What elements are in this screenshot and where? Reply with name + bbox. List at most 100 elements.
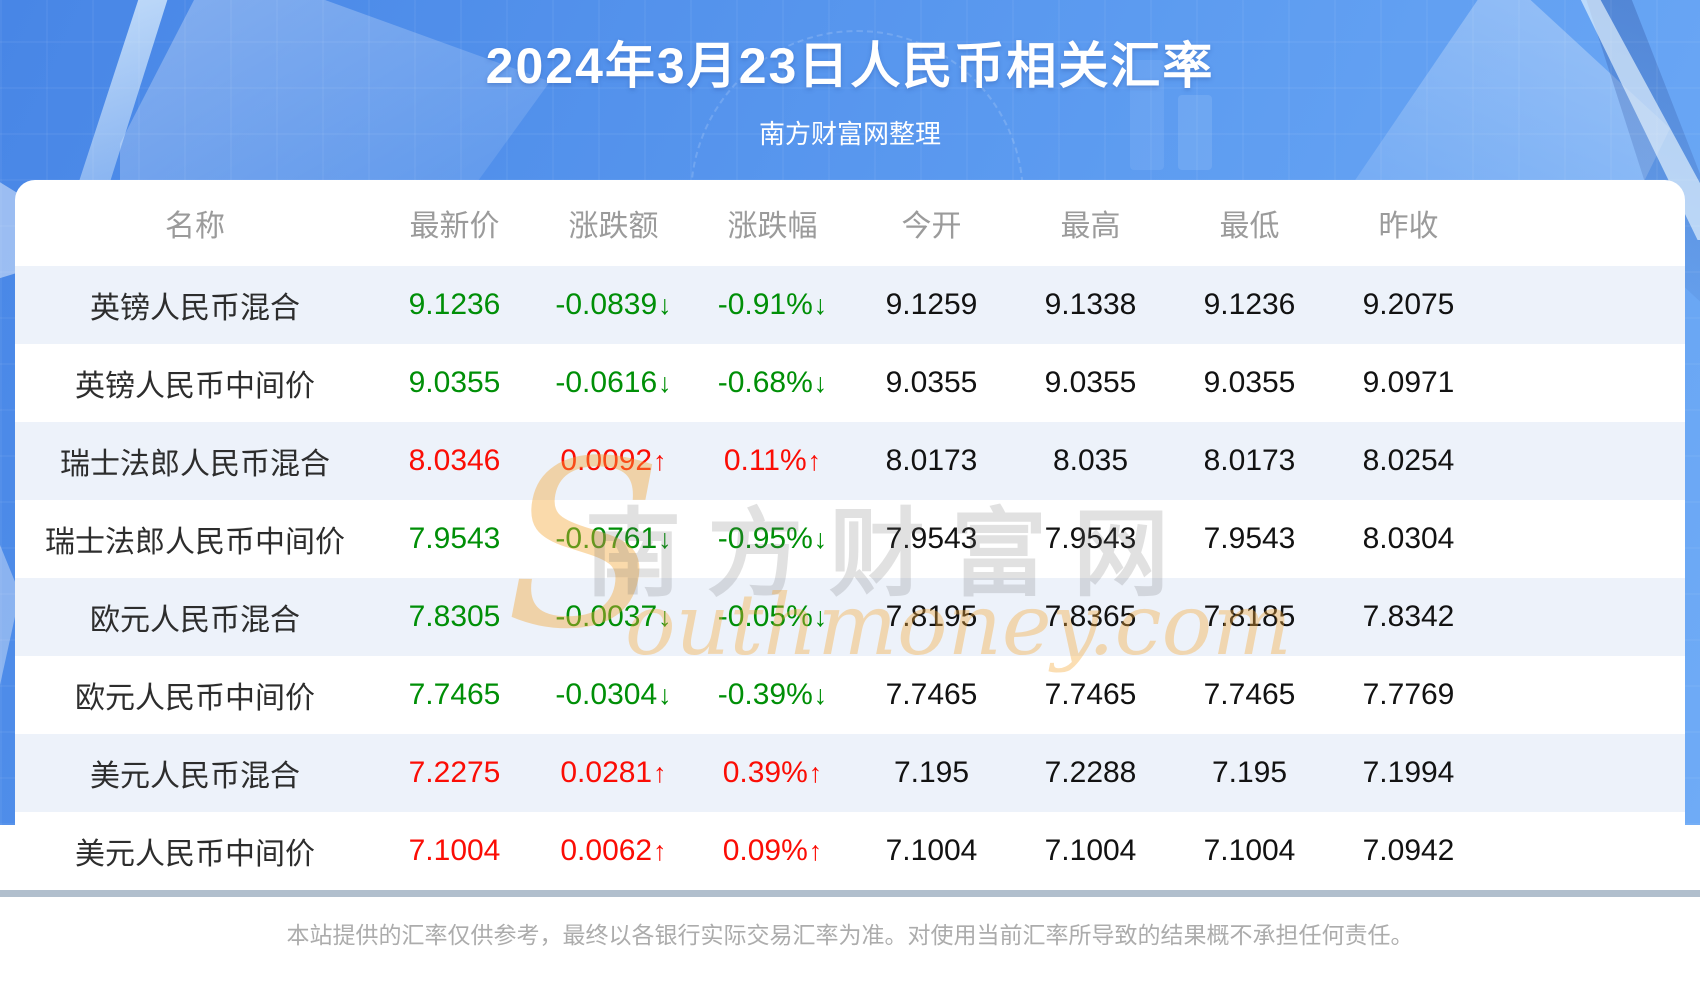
cell-low-price: 7.7465	[1203, 678, 1296, 711]
trend-arrow-icon: ↓	[658, 680, 672, 710]
cell-change-percent: 0.39%↑	[693, 756, 852, 790]
trend-arrow-icon: ↓	[813, 290, 828, 320]
trend-arrow-icon: ↓	[813, 680, 828, 710]
cell-change-percent: -0.39%↓	[693, 678, 852, 712]
change-percent-value: -0.39%	[717, 678, 813, 711]
cell-open-price: 9.1259	[885, 288, 978, 321]
cell-change-amount: -0.0304↓	[534, 678, 693, 712]
change-amount-value: 0.0062	[560, 834, 653, 867]
cell-low-price: 9.1236	[1203, 288, 1296, 321]
table-row: 英镑人民币中间价 9.0355 -0.0616↓ -0.68%↓ 9.0355 …	[15, 344, 1685, 422]
cell-change-percent: -0.68%↓	[693, 366, 852, 400]
change-percent-value: -0.68%	[717, 366, 813, 399]
trend-arrow-icon: ↑	[653, 758, 667, 788]
cell-change-percent: 0.11%↑	[693, 444, 852, 478]
currency-pair-name: 美元人民币中间价	[75, 838, 315, 871]
column-header-low: 最低	[1219, 210, 1280, 243]
cell-open-price: 9.0355	[885, 366, 978, 399]
trend-arrow-icon: ↓	[658, 290, 672, 320]
cell-open-price: 7.9543	[885, 522, 978, 555]
table-row: 欧元人民币混合 7.8305 -0.0037↓ -0.05%↓ 7.8195 7…	[15, 578, 1685, 656]
trend-arrow-icon: ↑	[808, 836, 823, 866]
cell-latest-price: 7.8305	[408, 600, 501, 633]
table-row: 欧元人民币中间价 7.7465 -0.0304↓ -0.39%↓ 7.7465 …	[15, 656, 1685, 734]
table-row: 英镑人民币混合 9.1236 -0.0839↓ -0.91%↓ 9.1259 9…	[15, 266, 1685, 344]
table-header-row: 名称 最新价 涨跌额 涨跌幅 今开 最高 最低 昨收	[15, 180, 1685, 266]
change-percent-value: 0.39%	[722, 756, 808, 789]
page-subtitle: 南方财富网整理	[758, 119, 941, 149]
column-header-high: 最高	[1060, 210, 1121, 243]
table-row: 美元人民币混合 7.2275 0.0281↑ 0.39%↑ 7.195 7.22…	[15, 734, 1685, 812]
trend-arrow-icon: ↑	[653, 836, 667, 866]
cell-change-percent: -0.91%↓	[693, 288, 852, 322]
ghost-bar-decoration	[1130, 60, 1164, 170]
cell-low-price: 7.8185	[1203, 600, 1296, 633]
column-header-open: 今开	[901, 210, 962, 243]
cell-prev-close: 9.0971	[1362, 366, 1455, 399]
change-amount-value: -0.0037	[555, 600, 658, 633]
cell-prev-close: 7.7769	[1362, 678, 1455, 711]
cell-open-price: 7.7465	[885, 678, 978, 711]
cell-high-price: 9.1338	[1044, 288, 1137, 321]
cell-prev-close: 7.1994	[1362, 756, 1455, 789]
cell-high-price: 8.035	[1052, 444, 1129, 477]
cell-latest-price: 7.7465	[408, 678, 501, 711]
column-header-change-pct: 涨跌幅	[727, 210, 818, 243]
trend-arrow-icon: ↓	[813, 602, 828, 632]
cell-change-percent: 0.09%↑	[693, 834, 852, 868]
cell-open-price: 8.0173	[885, 444, 978, 477]
rates-table-card: 名称 最新价 涨跌额 涨跌幅 今开 最高 最低 昨收 英镑人民币混合 9.123…	[15, 180, 1685, 890]
cell-change-amount: 0.0092↑	[534, 444, 693, 478]
change-amount-value: -0.0761	[555, 522, 658, 555]
trend-arrow-icon: ↑	[653, 446, 667, 476]
cell-open-price: 7.195	[893, 756, 970, 789]
currency-pair-name: 瑞士法郎人民币中间价	[45, 526, 345, 559]
cell-low-price: 8.0173	[1203, 444, 1296, 477]
cell-open-price: 7.8195	[885, 600, 978, 633]
trend-arrow-icon: ↑	[807, 446, 822, 476]
currency-pair-name: 欧元人民币中间价	[75, 682, 315, 715]
cell-change-percent: -0.95%↓	[693, 522, 852, 556]
change-percent-value: -0.95%	[717, 522, 813, 555]
cell-latest-price: 7.2275	[408, 756, 501, 789]
change-amount-value: 0.0281	[560, 756, 653, 789]
cell-change-amount: -0.0839↓	[534, 288, 693, 322]
cell-high-price: 7.2288	[1044, 756, 1137, 789]
cell-prev-close: 9.2075	[1362, 288, 1455, 321]
currency-pair-name: 美元人民币混合	[90, 760, 300, 793]
cell-high-price: 9.0355	[1044, 366, 1137, 399]
cell-prev-close: 8.0254	[1362, 444, 1455, 477]
cell-change-amount: -0.0037↓	[534, 600, 693, 634]
table-row: 瑞士法郎人民币混合 8.0346 0.0092↑ 0.11%↑ 8.0173 8…	[15, 422, 1685, 500]
cell-prev-close: 8.0304	[1362, 522, 1455, 555]
footer-divider-line	[0, 890, 1700, 897]
trend-arrow-icon: ↑	[808, 758, 823, 788]
cell-low-price: 7.9543	[1203, 522, 1296, 555]
cell-low-price: 7.1004	[1203, 834, 1296, 867]
change-percent-value: -0.05%	[717, 600, 813, 633]
column-header-latest: 最新价	[409, 210, 500, 243]
change-amount-value: -0.0616	[555, 366, 658, 399]
cell-latest-price: 7.9543	[408, 522, 501, 555]
trend-arrow-icon: ↓	[658, 368, 672, 398]
page-title: 2024年3月23日人民币相关汇率	[485, 38, 1215, 94]
change-percent-value: 0.09%	[722, 834, 808, 867]
table-row: 瑞士法郎人民币中间价 7.9543 -0.0761↓ -0.95%↓ 7.954…	[15, 500, 1685, 578]
cell-low-price: 7.195	[1211, 756, 1288, 789]
change-amount-value: 0.0092	[560, 444, 653, 477]
cell-high-price: 7.7465	[1044, 678, 1137, 711]
column-header-change: 涨跌额	[568, 210, 659, 243]
trend-arrow-icon: ↓	[813, 368, 828, 398]
cell-change-percent: -0.05%↓	[693, 600, 852, 634]
cell-change-amount: 0.0062↑	[534, 834, 693, 868]
currency-pair-name: 瑞士法郎人民币混合	[60, 448, 330, 481]
trend-arrow-icon: ↓	[658, 602, 672, 632]
cell-latest-price: 9.0355	[408, 366, 501, 399]
column-header-prev-close: 昨收	[1378, 210, 1439, 243]
change-percent-value: -0.91%	[717, 288, 813, 321]
cell-latest-price: 9.1236	[408, 288, 501, 321]
change-amount-value: -0.0839	[555, 288, 658, 321]
change-percent-value: 0.11%	[723, 444, 807, 477]
table-row: 美元人民币中间价 7.1004 0.0062↑ 0.09%↑ 7.1004 7.…	[15, 812, 1685, 890]
cell-change-amount: -0.0761↓	[534, 522, 693, 556]
